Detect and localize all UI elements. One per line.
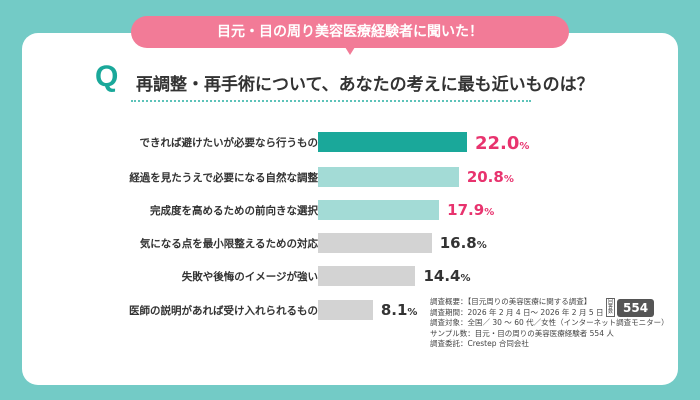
note-line: 調査期間：2026 年 2 月 4 日～ 2026 年 2 月 5 日 xyxy=(430,307,604,317)
badge-count: 554 xyxy=(617,298,655,317)
category-label: できれば避けたいが必要なら行うもの xyxy=(139,137,319,149)
bar xyxy=(318,233,432,253)
bar xyxy=(318,200,440,220)
bar xyxy=(318,266,416,286)
value-unit: % xyxy=(476,240,487,251)
respondent-badge: 回答数 554 xyxy=(606,298,655,317)
value-number: 14.4 xyxy=(423,267,461,285)
bar xyxy=(318,132,467,152)
value-number: 20.8 xyxy=(466,168,504,186)
value-label: 16.8% xyxy=(440,234,487,252)
note-line: サンプル数：目元・目の周りの美容医療経験者 554 人 xyxy=(430,328,614,338)
category-label: 経過を見たうえで必要になる自然な調整 xyxy=(129,172,318,184)
dotted-divider xyxy=(131,100,531,102)
value-number: 16.8 xyxy=(439,234,477,252)
category-label: 気になる点を最小限整えるための対応 xyxy=(139,238,318,250)
value-label: 22.0% xyxy=(475,133,529,154)
value-unit: % xyxy=(407,307,418,318)
value-number: 8.1 xyxy=(380,301,408,319)
value-unit: % xyxy=(503,174,514,185)
value-label: 14.4% xyxy=(423,267,470,285)
category-label: 完成度を高めるための前向きな選択 xyxy=(150,205,318,217)
value-label: 20.8% xyxy=(467,168,514,186)
header-bubble: 目元・目の周り美容医療経験者に聞いた！ xyxy=(131,16,569,55)
question-title: 再調整・再手術について、あなたの考えに最も近いものは？ xyxy=(136,75,594,95)
category-label: 失敗や後悔のイメージが強い xyxy=(181,271,318,283)
bar xyxy=(318,167,459,187)
note-line: 調査対象：全国／ 30 ～ 60 代／女性（インターネット調査モニター） xyxy=(430,318,669,327)
survey-notes: 調査概要：【目元周りの美容医療に関する調査】 調査期間：2026 年 2 月 4… xyxy=(430,297,669,350)
note-line: 調査概要：【目元周りの美容医療に関する調査】 xyxy=(430,297,592,306)
category-label: 医師の説明があれば受け入れられるもの xyxy=(129,305,318,317)
value-label: 17.9% xyxy=(447,201,494,219)
badge-label: 回答数 xyxy=(606,298,615,317)
value-number: 22.0 xyxy=(474,133,520,154)
note-line: 調査委託：Crestep 合同会社 xyxy=(430,339,529,348)
value-unit: % xyxy=(460,273,471,284)
q-mark: Q xyxy=(95,60,119,93)
value-unit: % xyxy=(484,207,495,218)
value-label: 8.1% xyxy=(381,301,418,319)
value-unit: % xyxy=(519,141,530,152)
value-number: 17.9 xyxy=(447,201,485,219)
bar xyxy=(318,300,373,320)
